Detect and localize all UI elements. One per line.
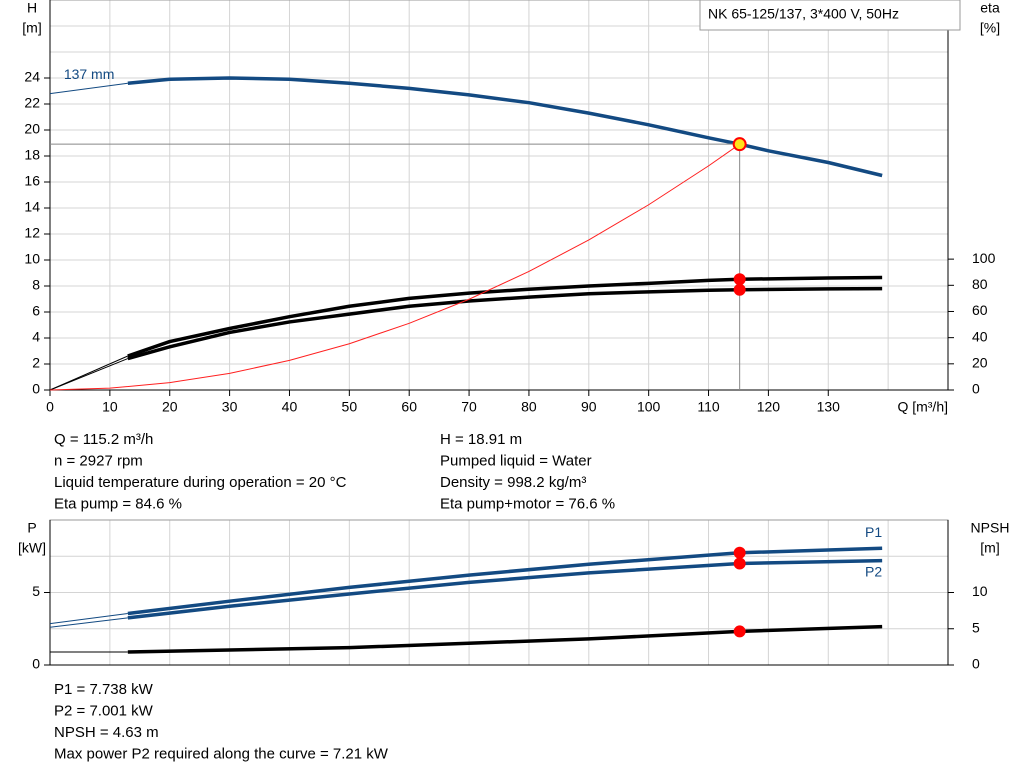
series-line xyxy=(127,286,883,361)
series-line xyxy=(49,143,740,391)
info-line: Density = 998.2 kg/m³ xyxy=(440,474,586,491)
x-tick-label: 50 xyxy=(342,399,358,415)
operating-point xyxy=(733,546,746,559)
x-tick-label: 0 xyxy=(46,399,54,415)
info-line: n = 2927 rpm xyxy=(54,452,143,469)
chart-title: NK 65-125/137, 3*400 V, 50Hz xyxy=(708,6,899,22)
y-tick-label: 10 xyxy=(24,251,40,267)
y2-tick-label: 10 xyxy=(972,583,988,599)
series-line xyxy=(127,76,883,178)
info-line: H = 18.91 m xyxy=(440,431,522,448)
y-tick-label: 6 xyxy=(32,303,40,319)
x-tick-label: 70 xyxy=(461,399,477,415)
y-tick-label: 0 xyxy=(32,381,40,397)
operating-point xyxy=(733,283,746,296)
y2-axis-label: NPSH xyxy=(971,520,1010,536)
x-tick-label: 100 xyxy=(637,399,661,415)
x-tick-label: 130 xyxy=(817,399,841,415)
info-line: Q = 115.2 m³/h xyxy=(54,431,153,448)
plot-frame xyxy=(49,0,949,391)
series-line xyxy=(49,617,128,628)
info-line: P1 = 7.738 kW xyxy=(54,681,154,698)
operating-point xyxy=(733,273,746,286)
y-axis-label: [kW] xyxy=(18,540,46,556)
y-axis-label: H xyxy=(27,0,37,16)
y2-axis-label: eta xyxy=(980,0,1000,16)
x-tick-label: 110 xyxy=(697,399,720,415)
operating-point xyxy=(732,137,747,152)
x-tick-label: 40 xyxy=(282,399,298,415)
x-tick-label: 80 xyxy=(521,399,537,415)
series-line xyxy=(127,624,883,654)
y-tick-label: 24 xyxy=(24,69,40,85)
series-label: P2 xyxy=(865,563,882,579)
y-tick-label: 2 xyxy=(32,355,40,371)
y2-tick-label: 20 xyxy=(972,355,988,371)
operating-point xyxy=(733,625,746,638)
y-tick-label: 0 xyxy=(32,656,40,672)
y2-tick-label: 0 xyxy=(972,656,980,672)
y2-tick-label: 100 xyxy=(972,250,996,266)
x-tick-label: 10 xyxy=(102,399,118,415)
operating-point xyxy=(733,557,746,570)
x-tick-label: 60 xyxy=(401,399,417,415)
info-line: P2 = 7.001 kW xyxy=(54,702,154,719)
info-line: Eta pump = 84.6 % xyxy=(54,495,182,512)
x-tick-label: 120 xyxy=(757,399,781,415)
x-tick-label: 30 xyxy=(222,399,238,415)
info-line: Eta pump+motor = 76.6 % xyxy=(440,495,615,512)
y-tick-label: 4 xyxy=(32,329,40,345)
info-line: NPSH = 4.63 m xyxy=(54,724,159,741)
info-line: Liquid temperature during operation = 20… xyxy=(54,474,347,491)
y-tick-label: 18 xyxy=(24,147,40,163)
y-tick-label: 22 xyxy=(24,95,40,111)
series-line xyxy=(49,82,128,95)
info-line: Pumped liquid = Water xyxy=(440,452,592,469)
y-axis-label: P xyxy=(27,520,36,536)
y2-tick-label: 80 xyxy=(972,276,988,292)
series-label: P1 xyxy=(865,524,882,540)
x-axis-label: Q [m³/h] xyxy=(897,399,948,415)
y-tick-label: 14 xyxy=(24,199,40,215)
y2-tick-label: 0 xyxy=(972,381,980,397)
y2-tick-label: 5 xyxy=(972,619,980,635)
info-line: Max power P2 required along the curve = … xyxy=(54,745,389,762)
y-tick-label: 5 xyxy=(32,583,40,599)
x-tick-label: 90 xyxy=(581,399,597,415)
y2-tick-label: 40 xyxy=(972,328,988,344)
y-axis-label: [m] xyxy=(22,20,41,36)
series-line xyxy=(127,558,883,620)
x-tick-label: 20 xyxy=(162,399,178,415)
series-line xyxy=(49,613,128,625)
series-line xyxy=(49,358,129,391)
y-tick-label: 16 xyxy=(24,173,40,189)
title-box xyxy=(699,0,961,31)
y2-axis-label: [m] xyxy=(980,540,999,556)
y-tick-label: 20 xyxy=(24,121,40,137)
y-tick-label: 8 xyxy=(32,277,40,293)
y-tick-label: 12 xyxy=(24,225,40,241)
y2-axis-label: [%] xyxy=(980,20,1000,36)
series-label: 137 mm xyxy=(64,66,115,82)
y2-tick-label: 60 xyxy=(972,302,988,318)
